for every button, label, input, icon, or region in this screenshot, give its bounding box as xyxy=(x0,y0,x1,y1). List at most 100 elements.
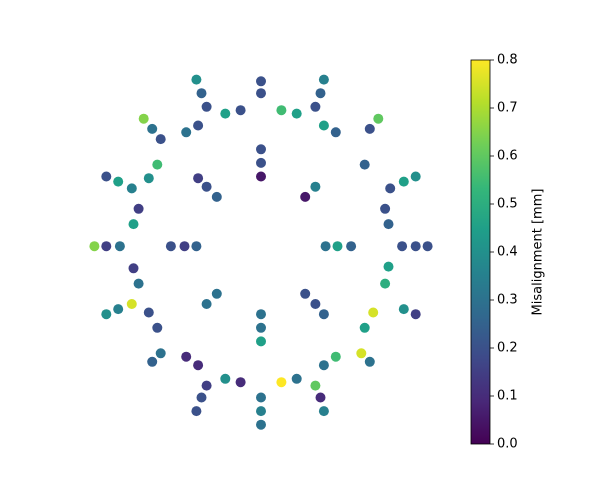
point xyxy=(276,105,287,116)
point xyxy=(126,299,137,309)
point xyxy=(152,159,163,170)
point xyxy=(256,322,266,333)
point xyxy=(310,101,321,112)
point xyxy=(181,351,192,362)
colorbar-tick-label: 0.1 xyxy=(497,389,518,404)
point xyxy=(191,74,202,85)
point xyxy=(193,173,204,184)
colorbar-tick-label: 0.0 xyxy=(497,437,518,452)
point xyxy=(410,241,421,252)
point xyxy=(276,377,287,388)
point xyxy=(256,157,266,168)
point xyxy=(155,348,166,359)
point xyxy=(397,241,408,252)
point xyxy=(364,356,375,367)
point xyxy=(256,406,266,417)
point xyxy=(152,322,163,333)
point xyxy=(133,278,144,289)
point xyxy=(359,159,370,170)
point xyxy=(235,105,246,116)
point xyxy=(201,101,212,112)
point xyxy=(256,336,266,347)
colorbar-tick-label: 0.4 xyxy=(497,245,518,260)
point xyxy=(318,406,329,417)
point xyxy=(410,171,421,182)
point xyxy=(320,241,331,252)
point xyxy=(128,219,139,230)
point xyxy=(315,392,326,403)
point xyxy=(147,356,158,367)
point xyxy=(235,377,246,388)
point xyxy=(398,176,409,187)
point xyxy=(193,360,204,371)
point xyxy=(196,88,207,99)
point xyxy=(359,322,370,333)
point xyxy=(143,307,154,318)
point xyxy=(330,351,341,362)
point xyxy=(318,74,329,85)
point xyxy=(380,278,391,289)
point xyxy=(101,241,112,252)
point xyxy=(220,108,231,119)
point xyxy=(385,183,396,194)
point xyxy=(138,113,149,124)
point xyxy=(310,299,321,309)
point xyxy=(256,419,266,430)
point xyxy=(143,173,154,184)
point xyxy=(346,241,357,252)
point xyxy=(201,299,212,309)
point xyxy=(300,288,311,299)
point xyxy=(101,171,112,182)
point xyxy=(113,304,124,315)
point xyxy=(332,241,343,252)
point xyxy=(128,263,139,274)
point xyxy=(398,304,409,315)
point xyxy=(383,219,394,230)
point xyxy=(256,171,266,182)
colorbar xyxy=(470,59,491,445)
point xyxy=(256,392,266,403)
colorbar-tick-label: 0.8 xyxy=(497,53,518,68)
point xyxy=(196,392,207,403)
point xyxy=(291,373,302,384)
colorbar-tick-label: 0.5 xyxy=(497,197,518,212)
point xyxy=(114,241,125,252)
point xyxy=(220,373,231,384)
point xyxy=(380,203,391,214)
point xyxy=(291,108,302,119)
point xyxy=(318,309,329,320)
colorbar-tick-label: 0.3 xyxy=(497,293,518,308)
point xyxy=(165,241,176,252)
point xyxy=(410,309,421,320)
point xyxy=(181,127,192,138)
point xyxy=(368,307,379,318)
point xyxy=(191,406,202,417)
point xyxy=(300,191,311,202)
point xyxy=(364,123,375,134)
point xyxy=(310,181,321,192)
point xyxy=(373,113,384,124)
point xyxy=(193,120,204,131)
point xyxy=(256,76,266,87)
point xyxy=(133,203,144,214)
point xyxy=(126,183,137,194)
point xyxy=(211,191,222,202)
point xyxy=(201,380,212,391)
point xyxy=(211,288,222,299)
colorbar-tick-label: 0.2 xyxy=(497,341,518,356)
point xyxy=(422,241,433,252)
point xyxy=(191,241,202,252)
point xyxy=(179,241,190,252)
point xyxy=(256,88,266,99)
point xyxy=(318,120,329,131)
point xyxy=(318,360,329,371)
point xyxy=(256,144,266,155)
point xyxy=(201,181,212,192)
colorbar-tick-label: 0.7 xyxy=(497,101,518,116)
colorbar-label: Misalignment [mm] xyxy=(531,189,546,316)
point xyxy=(89,241,100,252)
point xyxy=(356,348,367,359)
point xyxy=(113,176,124,187)
colorbar-tick-label: 0.6 xyxy=(497,149,518,164)
